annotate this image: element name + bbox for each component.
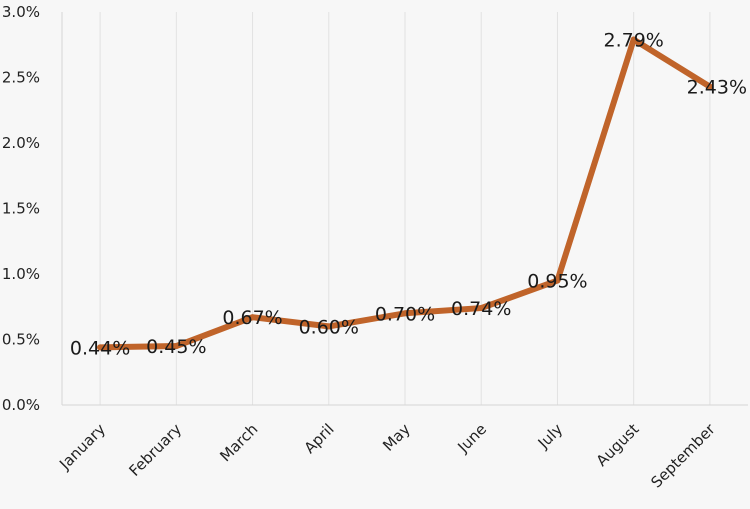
data-labels: 0.44% 0.45% 0.67% 0.60% 0.70% 0.74% 0.95% 2.79%…: [70, 30, 747, 360]
data-point-july: [554, 277, 561, 284]
y-tick-label: 1.0%: [2, 265, 40, 283]
x-tick-label: June: [454, 420, 491, 457]
data-label-february: 0.45%: [146, 336, 206, 358]
x-tick-label: April: [301, 420, 338, 457]
y-tick-label: 2.5%: [2, 69, 40, 87]
x-tick-label: February: [125, 420, 185, 480]
y-tick-label: 1.5%: [2, 200, 40, 218]
data-point-january: [97, 344, 104, 351]
data-label-august: 2.79%: [603, 30, 663, 52]
x-tick-label: January: [55, 420, 109, 474]
data-point-june: [478, 305, 485, 312]
y-tick-label: 0.0%: [2, 396, 40, 414]
y-tick-label: 3.0%: [2, 3, 40, 21]
data-label-march: 0.67%: [222, 307, 282, 329]
data-label-june: 0.74%: [451, 298, 511, 320]
x-tick-label: September: [647, 420, 719, 492]
x-tick-label: July: [534, 420, 567, 453]
data-point-march: [249, 314, 256, 321]
data-label-april: 0.60%: [299, 316, 359, 338]
data-label-september: 2.43%: [687, 77, 747, 99]
series-line: [97, 36, 713, 351]
data-point-april: [325, 323, 332, 330]
x-tick-label: March: [216, 420, 261, 465]
data-point-september: [706, 83, 713, 90]
data-label-july: 0.95%: [527, 271, 587, 293]
gridlines: [99, 12, 711, 405]
y-tick-label: 2.0%: [2, 134, 40, 152]
x-tick-label: August: [593, 420, 643, 470]
y-tick-label: 0.5%: [2, 331, 40, 349]
data-point-august: [630, 36, 637, 43]
axes: 0.0% 0.5% 1.0% 1.5% 2.0% 2.5% 3.0% January Febru…: [2, 3, 748, 491]
data-point-may: [402, 310, 408, 317]
data-label-may: 0.70%: [375, 303, 435, 325]
data-point-february: [173, 343, 180, 350]
x-tick-label: May: [379, 420, 414, 455]
data-label-january: 0.44%: [70, 337, 130, 359]
